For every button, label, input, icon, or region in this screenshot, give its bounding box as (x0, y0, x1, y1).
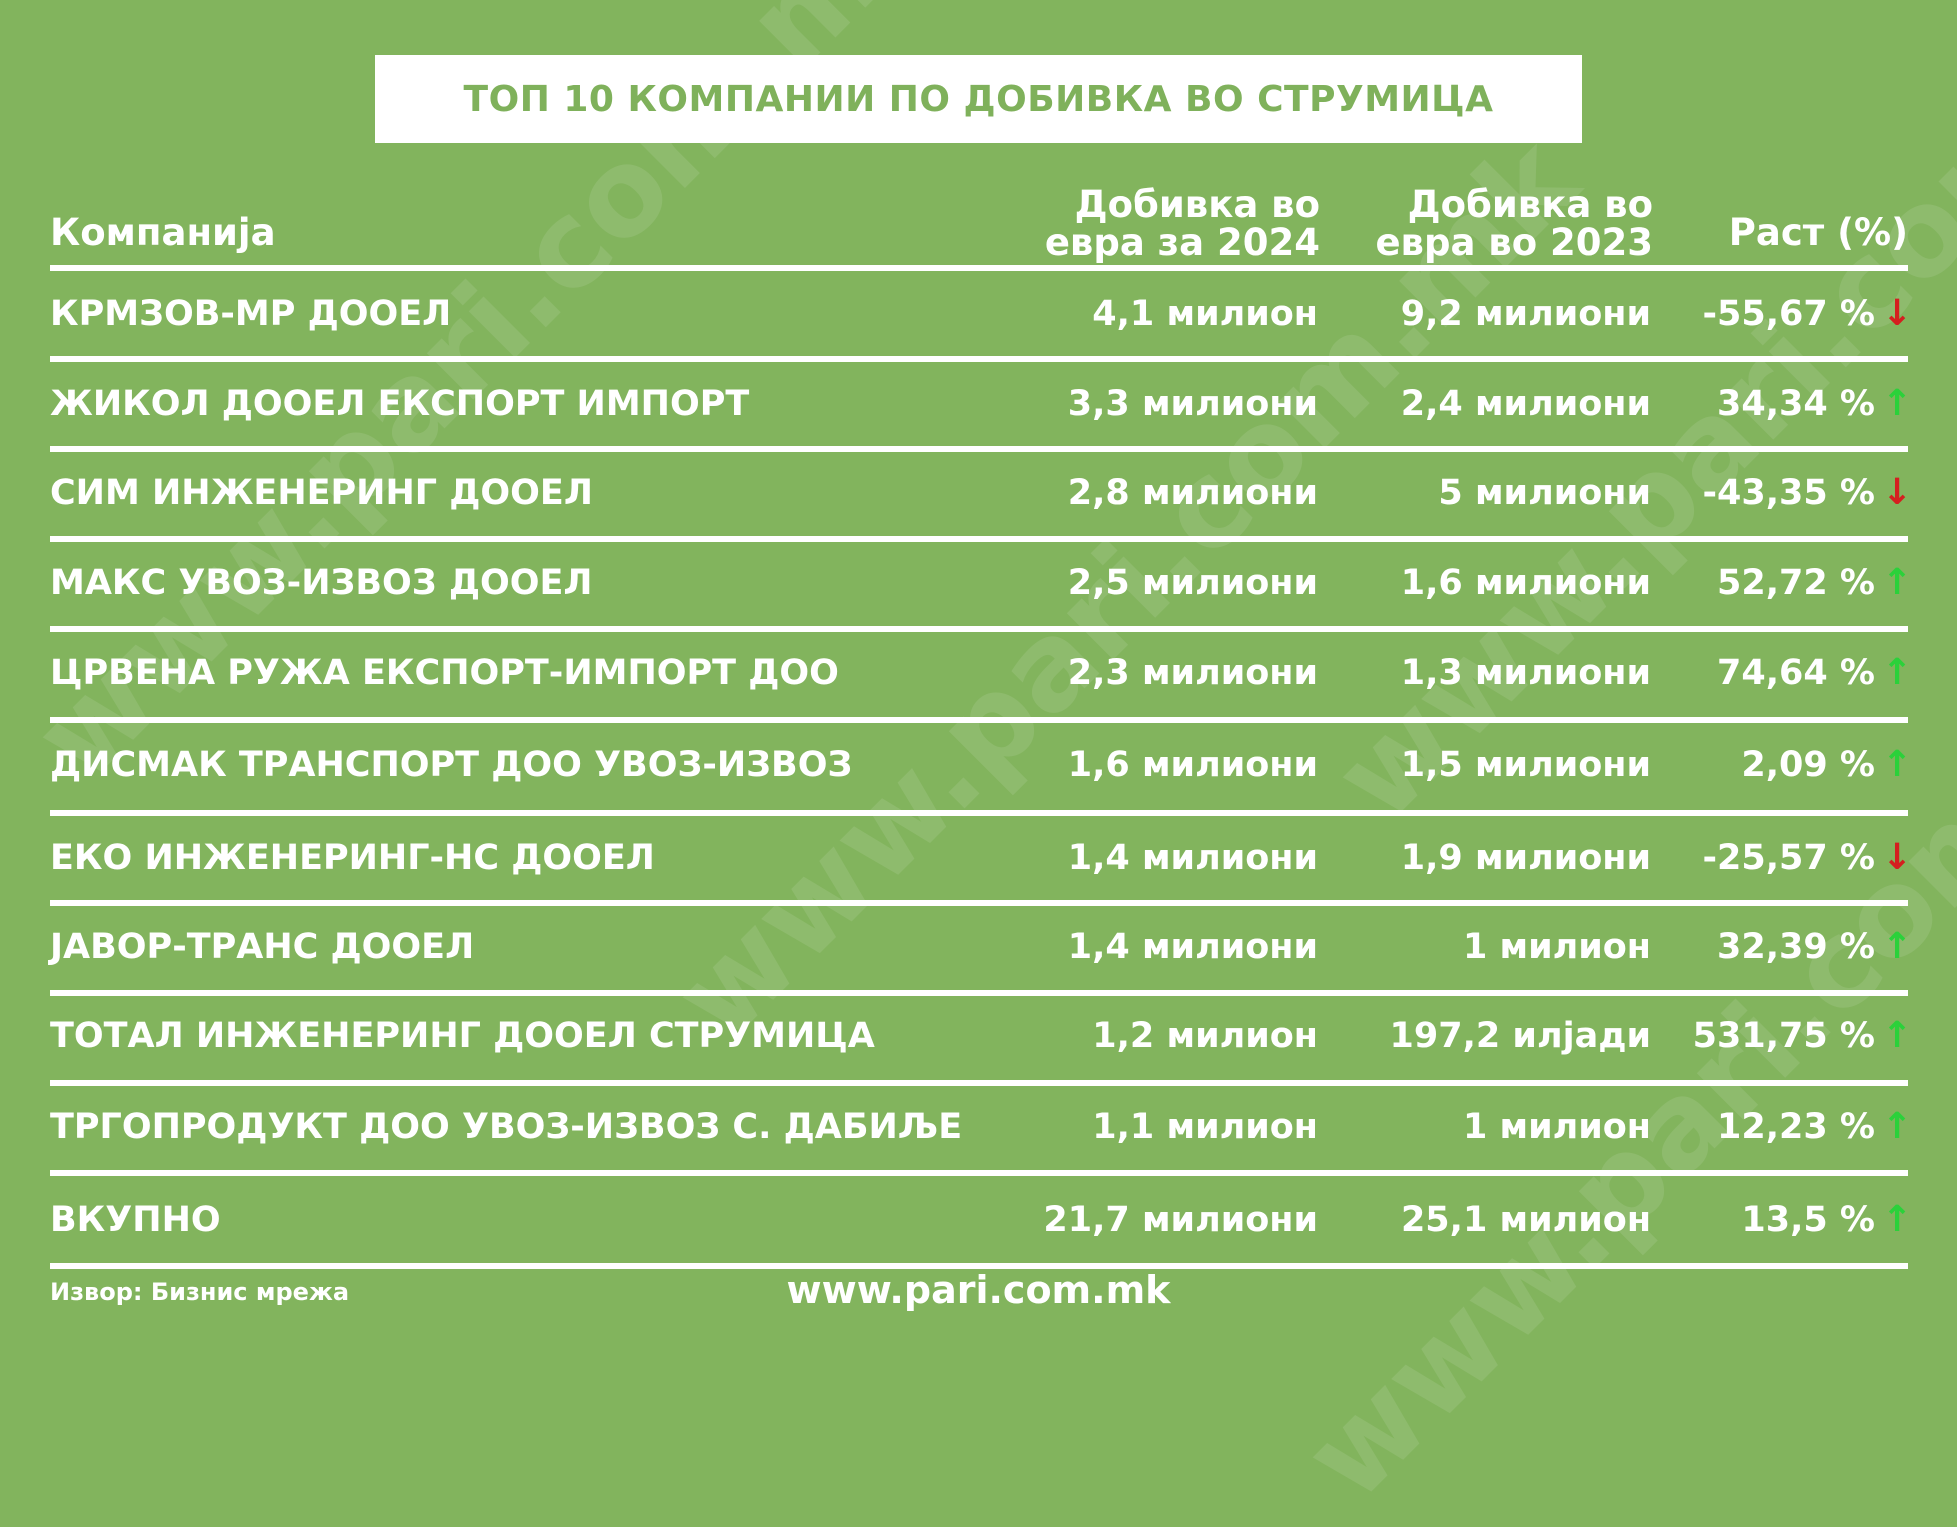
growth-value: -55,67 % (1702, 294, 1876, 334)
header-profit-2024: Добивка во евра за 2024 (1000, 186, 1320, 262)
profit-2023-value: 1,5 милиони (1400, 745, 1651, 785)
table-row: ЕКО ИНЖЕНЕРИНГ-НС ДООЕЛ 1,4 милиони 1,9 ми… (0, 828, 1957, 888)
header-profit-2024-line2: евра за 2024 (1044, 221, 1320, 264)
growth-value: 34,34 % (1717, 384, 1875, 424)
arrow-up-icon: ↑ (1882, 926, 1913, 967)
profit-2024-value: 1,4 милиони (1067, 838, 1318, 878)
title-box: ТОП 10 КОМПАНИИ ПО ДОБИВКА ВО СТРУМИЦА (375, 55, 1582, 143)
profit-2023-value: 9,2 милиони (1400, 294, 1651, 334)
header-profit-2023-line2: евра во 2023 (1375, 221, 1653, 264)
company-name: ВКУПНО (50, 1200, 221, 1240)
row-divider (50, 717, 1908, 723)
arrow-up-icon: ↑ (1882, 1015, 1913, 1056)
growth-value: 13,5 % (1741, 1200, 1875, 1240)
profit-2023-value: 1,6 милиони (1400, 563, 1651, 603)
row-divider (50, 1080, 1908, 1086)
profit-2024-value: 3,3 милиони (1067, 384, 1318, 424)
growth-value: -25,57 % (1702, 838, 1876, 878)
row-divider (50, 356, 1908, 362)
header-profit-2023: Добивка во евра во 2023 (1333, 186, 1653, 262)
row-divider (50, 265, 1908, 271)
row-divider (50, 900, 1908, 906)
profit-2023-value: 2,4 милиони (1400, 384, 1651, 424)
row-divider (50, 626, 1908, 632)
row-divider (50, 1263, 1908, 1269)
total-row: ВКУПНО 21,7 милиони 25,1 милион 13,5 % ↑ (0, 1190, 1957, 1250)
header-company: Компанија (50, 211, 276, 254)
company-name: СИМ ИНЖЕНЕРИНГ ДООЕЛ (50, 473, 593, 513)
profit-2024-value: 2,3 милиони (1067, 653, 1318, 693)
company-name: ЦРВЕНА РУЖА ЕКСПОРТ-ИМПОРТ ДОО (50, 653, 839, 693)
company-name: МАКС УВОЗ-ИЗВОЗ ДООЕЛ (50, 563, 593, 603)
profit-2024-value: 1,6 милиони (1067, 745, 1318, 785)
row-divider (50, 810, 1908, 816)
row-divider (50, 446, 1908, 452)
arrow-up-icon: ↑ (1882, 744, 1913, 785)
company-name: ТОТАЛ ИНЖЕНЕРИНГ ДООЕЛ СТРУМИЦА (50, 1016, 875, 1056)
header-growth: Раст (%) (1728, 211, 1908, 254)
header-profit-2024-line1: Добивка во (1074, 183, 1320, 226)
profit-2023-value: 1 милион (1462, 927, 1651, 967)
growth-value: -43,35 % (1702, 473, 1876, 513)
table-row: СИМ ИНЖЕНЕРИНГ ДООЕЛ 2,8 милиони 5 милиони… (0, 463, 1957, 523)
table-row: ЖИКОЛ ДООЕЛ ЕКСПОРТ ИМПОРТ 3,3 милиони 2,4… (0, 374, 1957, 434)
profit-2023-value: 197,2 илјади (1389, 1016, 1651, 1056)
row-divider (50, 990, 1908, 996)
arrow-up-icon: ↑ (1882, 1199, 1913, 1240)
header-profit-2023-line1: Добивка во (1407, 183, 1653, 226)
profit-2023-value: 1 милион (1462, 1107, 1651, 1147)
profit-2023-value: 25,1 милион (1400, 1200, 1651, 1240)
table-row: ЈАВОР-ТРАНС ДООЕЛ 1,4 милиони 1 милион 32,3… (0, 917, 1957, 977)
arrow-down-icon: ↓ (1882, 472, 1913, 513)
company-name: КРМЗОВ-МР ДООЕЛ (50, 294, 452, 334)
profit-2023-value: 5 милиони (1438, 473, 1651, 513)
table-row: ЦРВЕНА РУЖА ЕКСПОРТ-ИМПОРТ ДОО 2,3 милион… (0, 643, 1957, 703)
profit-2024-value: 1,4 милиони (1067, 927, 1318, 967)
table-row: ТРГОПРОДУКТ ДОО УВОЗ-ИЗВОЗ С. ДАБИЉЕ 1,1 … (0, 1097, 1957, 1157)
growth-value: 2,09 % (1741, 745, 1875, 785)
arrow-down-icon: ↓ (1882, 837, 1913, 878)
row-divider (50, 536, 1908, 542)
source-note: Извор: Бизнис мрежа (50, 1278, 350, 1306)
page-title: ТОП 10 КОМПАНИИ ПО ДОБИВКА ВО СТРУМИЦА (463, 78, 1494, 120)
table-row: КРМЗОВ-МР ДООЕЛ 4,1 милион 9,2 милиони -55,… (0, 284, 1957, 344)
profit-2023-value: 1,3 милиони (1400, 653, 1651, 693)
row-divider (50, 1170, 1908, 1176)
profit-2024-value: 4,1 милион (1092, 294, 1318, 334)
arrow-down-icon: ↓ (1882, 293, 1913, 334)
arrow-up-icon: ↑ (1882, 383, 1913, 424)
profit-2024-value: 2,5 милиони (1067, 563, 1318, 603)
growth-value: 52,72 % (1717, 563, 1875, 603)
company-name: ТРГОПРОДУКТ ДОО УВОЗ-ИЗВОЗ С. ДАБИЉЕ (50, 1107, 963, 1147)
footer-url: www.pari.com.mk (786, 1268, 1171, 1312)
table-row: ТОТАЛ ИНЖЕНЕРИНГ ДООЕЛ СТРУМИЦА 1,2 милио… (0, 1006, 1957, 1066)
table-row: ДИСМАК ТРАНСПОРТ ДОО УВОЗ-ИЗВОЗ 1,6 милио… (0, 735, 1957, 795)
arrow-up-icon: ↑ (1882, 1106, 1913, 1147)
company-name: ЖИКОЛ ДООЕЛ ЕКСПОРТ ИМПОРТ (50, 384, 750, 424)
profit-2023-value: 1,9 милиони (1400, 838, 1651, 878)
growth-value: 32,39 % (1717, 927, 1875, 967)
company-name: ЕКО ИНЖЕНЕРИНГ-НС ДООЕЛ (50, 838, 655, 878)
growth-value: 531,75 % (1692, 1016, 1875, 1056)
profit-2024-value: 21,7 милиони (1043, 1200, 1318, 1240)
growth-value: 74,64 % (1717, 653, 1875, 693)
profit-2024-value: 2,8 милиони (1067, 473, 1318, 513)
arrow-up-icon: ↑ (1882, 652, 1913, 693)
profit-2024-value: 1,2 милион (1092, 1016, 1318, 1056)
arrow-up-icon: ↑ (1882, 562, 1913, 603)
company-name: ЈАВОР-ТРАНС ДООЕЛ (50, 927, 475, 967)
growth-value: 12,23 % (1717, 1107, 1875, 1147)
company-name: ДИСМАК ТРАНСПОРТ ДОО УВОЗ-ИЗВОЗ (50, 745, 853, 785)
profit-2024-value: 1,1 милион (1092, 1107, 1318, 1147)
table-row: МАКС УВОЗ-ИЗВОЗ ДООЕЛ 2,5 милиони 1,6 мили… (0, 553, 1957, 613)
